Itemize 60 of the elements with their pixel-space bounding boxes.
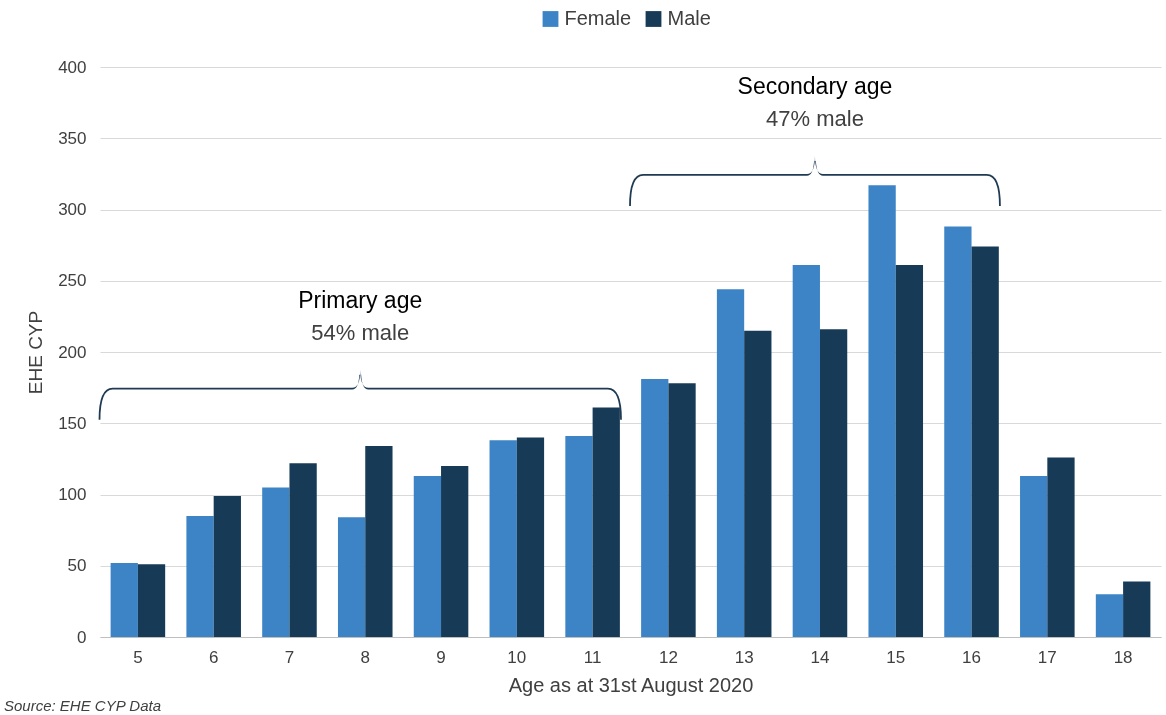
y-axis-title: EHE CYP	[25, 310, 47, 395]
y-tick-label: 50	[67, 556, 87, 576]
bar	[441, 466, 469, 637]
bar	[413, 475, 442, 637]
source-note: Source: EHE CYP Data	[4, 697, 162, 714]
x-tick-label: 6	[208, 647, 219, 667]
bar	[592, 407, 620, 637]
bar	[641, 379, 669, 637]
x-tick-label: 9	[436, 647, 446, 667]
y-tick-label: 350	[58, 128, 87, 148]
bar	[213, 495, 241, 637]
bar	[110, 562, 138, 637]
x-tick-label: 16	[962, 647, 981, 667]
annotation: 47% male	[766, 105, 864, 131]
bar	[971, 246, 999, 637]
x-tick-label: 10	[507, 647, 527, 667]
bar	[186, 515, 214, 637]
bar	[1020, 475, 1048, 637]
y-tick-label: 250	[58, 271, 87, 291]
x-axis-title: Age as at 31st August 2020	[508, 673, 754, 696]
x-tick-label: 7	[284, 647, 295, 667]
bar	[792, 265, 820, 637]
legend-label: Female	[564, 7, 632, 29]
bar	[716, 289, 745, 637]
bar	[744, 330, 772, 637]
bar	[944, 226, 972, 637]
x-tick-label: 14	[810, 647, 830, 667]
bar	[365, 446, 393, 637]
y-tick-label: 150	[58, 413, 87, 433]
bar	[895, 265, 924, 637]
bar	[516, 437, 545, 637]
bar	[262, 487, 290, 637]
x-tick-label: 18	[1113, 647, 1133, 667]
bar	[868, 185, 896, 637]
legend-label: Male	[667, 7, 711, 29]
bar	[289, 463, 317, 637]
bar	[819, 329, 848, 637]
annotation: Secondary age	[737, 72, 893, 99]
x-tick-label: 17	[1037, 647, 1057, 667]
bar	[137, 564, 166, 637]
x-tick-label: 12	[658, 647, 678, 667]
bar	[1123, 581, 1151, 637]
bar	[489, 440, 517, 637]
x-tick-label: 5	[133, 647, 143, 667]
y-tick-label: 0	[77, 627, 87, 647]
bar	[668, 383, 696, 637]
bar	[565, 436, 593, 637]
x-tick-label: 11	[583, 647, 602, 667]
y-tick-label: 200	[58, 342, 87, 362]
y-tick-label: 400	[58, 57, 87, 77]
y-tick-label: 100	[58, 485, 87, 504]
x-tick-label: 13	[734, 647, 754, 667]
bar	[1047, 457, 1075, 637]
bar	[337, 517, 366, 637]
y-tick-label: 300	[58, 200, 87, 219]
annotation: 54% male	[311, 319, 410, 345]
x-tick-label: 8	[360, 647, 370, 667]
bar	[1095, 594, 1124, 637]
x-tick-label: 15	[886, 647, 906, 667]
annotation: Primary age	[298, 286, 423, 313]
